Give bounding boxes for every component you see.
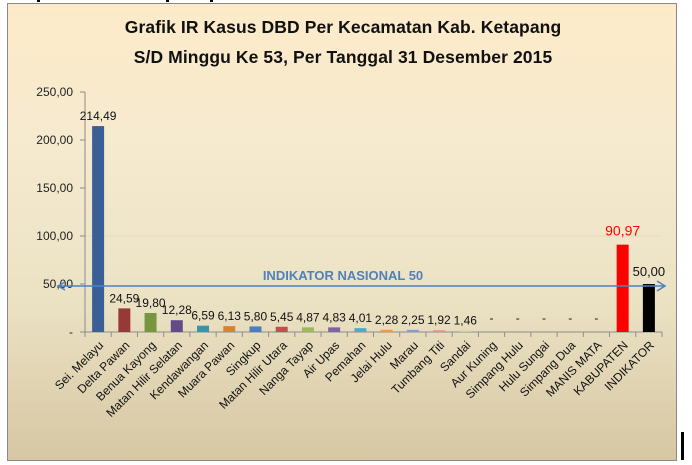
y-tick-label: 100,00 xyxy=(36,229,73,243)
arrow-left-icon xyxy=(56,281,66,291)
text-cursor xyxy=(681,432,684,460)
data-label: 2,28 xyxy=(375,313,399,327)
bar xyxy=(170,320,183,332)
data-label: 19,80 xyxy=(136,296,166,310)
bar xyxy=(616,244,629,332)
data-label: - xyxy=(594,311,598,325)
data-label: 1,46 xyxy=(454,314,478,328)
data-label: 5,80 xyxy=(244,309,268,323)
bar xyxy=(328,327,341,332)
bar xyxy=(406,329,419,332)
y-tick-label: 250,00 xyxy=(36,85,73,99)
data-label: 12,28 xyxy=(162,303,192,317)
bar xyxy=(459,330,472,332)
bar xyxy=(380,329,393,332)
bar xyxy=(354,328,367,332)
data-label: - xyxy=(490,311,494,325)
bar xyxy=(642,284,655,332)
bar xyxy=(249,326,262,332)
data-label: 6,13 xyxy=(218,309,242,323)
bar xyxy=(144,312,157,332)
data-label: 24,59 xyxy=(109,291,139,305)
y-tick-label: 200,00 xyxy=(36,133,73,147)
data-label: 6,59 xyxy=(191,309,215,323)
bar xyxy=(197,325,210,332)
bar xyxy=(92,126,105,332)
data-label: 214,49 xyxy=(80,109,117,123)
y-tick-label: 150,00 xyxy=(36,181,73,195)
cropped-text-above xyxy=(0,0,692,4)
bar xyxy=(433,330,446,332)
data-label: - xyxy=(542,311,546,325)
data-label: 4,83 xyxy=(322,310,346,324)
data-label: 5,45 xyxy=(270,310,294,324)
chart-title: Grafik IR Kasus DBD Per Kecamatan Kab. K… xyxy=(124,17,562,37)
arrow-right-icon xyxy=(656,280,667,292)
bar xyxy=(118,308,131,332)
data-label: 1,92 xyxy=(427,313,451,327)
chart-area: Grafik IR Kasus DBD Per Kecamatan Kab. K… xyxy=(7,3,677,461)
chart-subtitle: S/D Minggu Ke 53, Per Tanggal 31 Desembe… xyxy=(133,47,553,67)
right-margin xyxy=(678,0,692,465)
indicator-label: INDIKATOR NASIONAL 50 xyxy=(263,268,423,283)
bar xyxy=(301,327,314,332)
data-label: 2,25 xyxy=(401,313,425,327)
data-label: - xyxy=(516,311,520,325)
y-tick-label: - xyxy=(69,325,73,339)
data-label: 50,00 xyxy=(633,264,666,279)
data-label: 4,87 xyxy=(296,310,320,324)
y-tick-label: 50,00 xyxy=(43,277,73,291)
bar xyxy=(223,326,236,332)
bar xyxy=(275,326,288,332)
data-label: 4,01 xyxy=(349,311,373,325)
data-label: 90,97 xyxy=(605,223,640,239)
data-label: - xyxy=(568,311,572,325)
plot-area: -50,00100,00150,00200,00250,00214,49Sei.… xyxy=(36,85,667,420)
